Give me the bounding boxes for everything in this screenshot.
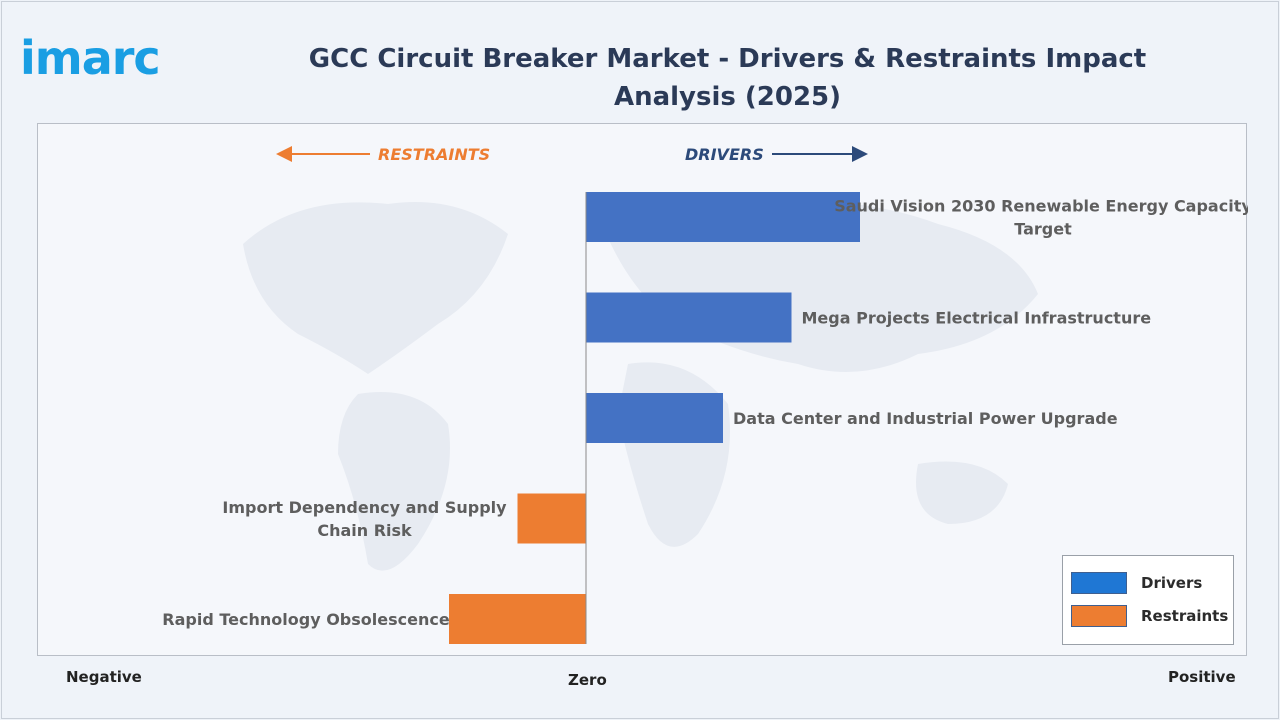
chart-title: GCC Circuit Breaker Market - Drivers & R… — [308, 44, 1147, 112]
restraints-direction-label: RESTRAINTS — [378, 145, 490, 164]
imarc-logo: imarc — [20, 31, 161, 85]
bar-label-1: Saudi Vision 2030 Renewable Energy Capac… — [834, 197, 1248, 239]
restraint-bar-5 — [449, 594, 586, 644]
driver-bar-3 — [586, 393, 723, 443]
axis-zero-label: Zero — [568, 671, 607, 689]
bar-label-3: Data Center and Industrial Power Upgrade — [733, 409, 1118, 428]
legend-swatch-restraints — [1071, 605, 1127, 627]
bar-label-2: Mega Projects Electrical Infrastructure — [802, 309, 1152, 328]
axis-negative-label: Negative — [66, 668, 142, 686]
axis-positive-label: Positive — [1168, 668, 1236, 686]
legend-swatch-drivers — [1071, 572, 1127, 594]
chart-legend: Drivers Restraints — [1062, 555, 1234, 645]
driver-bar-1 — [586, 192, 860, 242]
drivers-direction-label: DRIVERS — [685, 145, 764, 164]
legend-label-drivers: Drivers — [1141, 574, 1203, 592]
bar-label-4: Import Dependency and Supply Chain Risk — [222, 498, 507, 540]
legend-item-restraints: Restraints — [1071, 605, 1228, 627]
legend-label-restraints: Restraints — [1141, 607, 1229, 625]
impact-chart: RESTRAINTS DRIVERS Saudi Vision 2030 Renew… — [162, 145, 1248, 644]
legend-item-drivers: Drivers — [1071, 572, 1202, 594]
plot-area: RESTRAINTS DRIVERS Saudi Vision 2030 Renew… — [37, 123, 1248, 656]
restraint-bar-4 — [517, 493, 586, 544]
bar-label-5: Rapid Technology Obsolescence — [162, 610, 450, 629]
driver-bar-2 — [586, 292, 792, 343]
